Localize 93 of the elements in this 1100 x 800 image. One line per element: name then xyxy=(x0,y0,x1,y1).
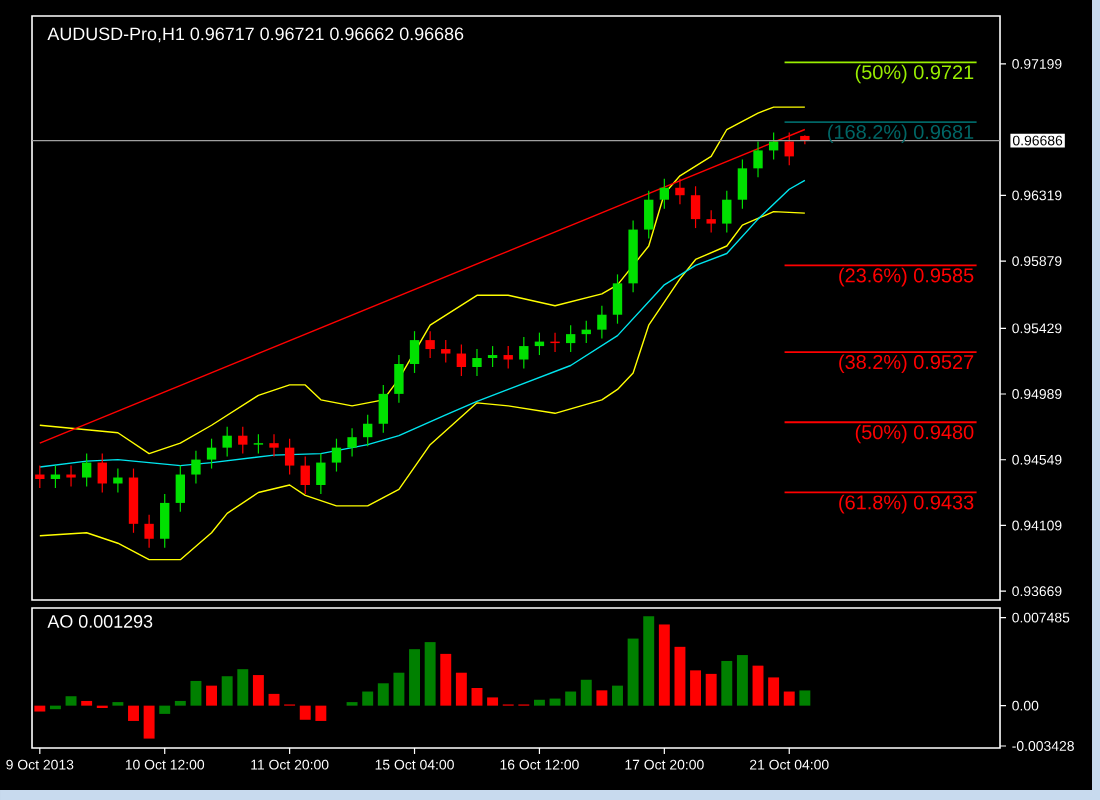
candlestick xyxy=(97,453,107,494)
candlestick xyxy=(222,426,232,458)
bar xyxy=(533,699,545,706)
candlestick xyxy=(175,464,186,513)
bar xyxy=(690,670,702,706)
candlestick xyxy=(300,456,310,495)
ref-line-label: (50%) 0.9480 xyxy=(855,424,974,444)
candlestick xyxy=(753,140,763,178)
bar xyxy=(206,685,218,706)
bar xyxy=(424,642,436,706)
candlestick xyxy=(690,185,701,229)
ref-line-label: (61.8%) 0.9433 xyxy=(839,494,974,514)
candlestick xyxy=(160,493,170,549)
bar xyxy=(237,669,249,706)
ref-line-label: (23.6%) 0.9585 xyxy=(839,267,974,287)
candlestick xyxy=(659,178,670,210)
candlestick xyxy=(409,330,420,374)
candlestick xyxy=(378,384,388,434)
bar xyxy=(627,638,639,706)
candlestick xyxy=(644,190,654,240)
bar xyxy=(674,646,686,706)
bar xyxy=(174,700,186,706)
bar xyxy=(752,665,764,706)
candlestick xyxy=(456,343,467,377)
candlestick xyxy=(206,438,217,470)
ref-line-label: (38.2%) 0.9527 xyxy=(839,354,974,374)
candlestick xyxy=(612,273,623,325)
candlestick xyxy=(347,427,357,458)
candlestick xyxy=(487,345,498,368)
bar xyxy=(596,690,608,706)
bar xyxy=(487,697,499,706)
bar xyxy=(315,705,327,721)
candlestick xyxy=(675,178,685,205)
bar xyxy=(580,679,592,706)
candlestick xyxy=(128,467,139,534)
bar xyxy=(440,653,452,706)
bar xyxy=(128,705,139,721)
candlestick xyxy=(722,190,732,234)
bar xyxy=(471,688,483,706)
candlestick xyxy=(363,414,373,447)
bar xyxy=(658,624,670,706)
candlestick xyxy=(81,453,92,488)
bar xyxy=(705,673,717,706)
bar xyxy=(252,675,264,706)
candlestick xyxy=(316,453,326,495)
bar xyxy=(643,616,655,706)
ref-line-label: (50%) 0.9721 xyxy=(855,64,974,84)
candlestick xyxy=(144,514,154,549)
candlestick xyxy=(768,131,779,160)
candlestick xyxy=(425,330,435,359)
bar xyxy=(362,691,374,706)
bar xyxy=(299,705,311,720)
ref-line-label: (168.2%) 0.9681 xyxy=(828,124,974,143)
bar xyxy=(221,676,233,706)
bar xyxy=(377,683,389,706)
bar xyxy=(549,698,561,706)
chart-title: AO 0.001293 xyxy=(47,615,153,628)
bar xyxy=(393,672,405,706)
bar xyxy=(783,691,795,706)
candlestick xyxy=(35,464,45,489)
candlestick xyxy=(331,438,342,473)
bar xyxy=(268,693,280,706)
bar xyxy=(34,705,46,712)
bar xyxy=(143,705,155,739)
candlestick xyxy=(472,348,482,377)
candlestick xyxy=(269,433,279,458)
candlestick xyxy=(66,464,76,488)
candlestick xyxy=(191,450,201,485)
candlestick xyxy=(706,209,716,234)
bar xyxy=(612,685,623,706)
candlestick xyxy=(503,345,513,370)
candlestick xyxy=(284,438,295,476)
bar xyxy=(565,691,577,706)
line-series xyxy=(39,210,806,561)
bar xyxy=(721,660,733,706)
candlestick xyxy=(597,305,607,340)
candlestick xyxy=(519,336,529,370)
candlestick xyxy=(238,426,248,455)
bar xyxy=(409,649,420,706)
bar xyxy=(190,680,202,706)
text: AUDUSD-Pro,H1 0.96717 0.96721 0.96662 0.96686 xyxy=(47,27,464,43)
bar xyxy=(736,655,748,706)
bar xyxy=(65,696,77,706)
bar xyxy=(768,677,780,706)
candlestick xyxy=(441,339,451,364)
bar xyxy=(81,700,93,706)
candlestick xyxy=(565,324,576,353)
bar xyxy=(799,690,811,706)
candlestick xyxy=(394,354,404,404)
candlestick xyxy=(253,433,264,455)
bar xyxy=(455,672,467,706)
bar xyxy=(159,705,171,714)
candlestick xyxy=(737,158,748,210)
